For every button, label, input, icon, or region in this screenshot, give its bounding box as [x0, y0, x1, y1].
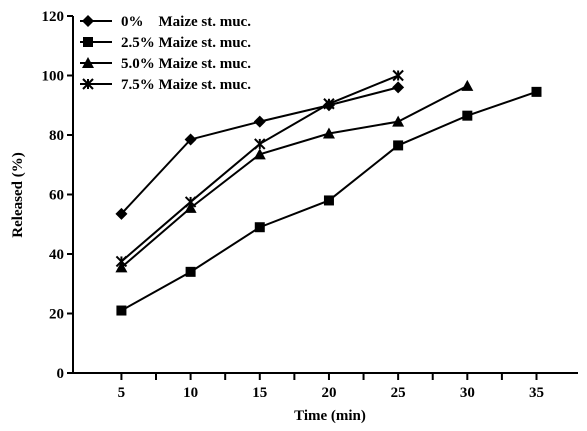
- data-point-diamond: [115, 207, 128, 220]
- x-tick-label: 25: [391, 385, 406, 401]
- data-point-diamond: [82, 15, 94, 27]
- data-point-square: [83, 37, 93, 47]
- data-point-diamond: [184, 133, 197, 146]
- data-point-diamond: [392, 81, 405, 94]
- series-line: [120, 85, 468, 269]
- x-tick-label: 5: [118, 385, 126, 401]
- data-point-diamond: [253, 115, 266, 128]
- x-axis-title: Time (min): [294, 408, 366, 424]
- data-point-square: [323, 195, 334, 206]
- data-point-star: [323, 98, 335, 110]
- x-tick-label: 30: [460, 385, 475, 401]
- y-tick-label: 0: [57, 366, 65, 382]
- y-axis-title: Released (%): [10, 152, 26, 237]
- y-tick-label: 120: [42, 9, 65, 25]
- data-point-square: [185, 266, 196, 277]
- series-triangle: [115, 79, 474, 273]
- legend: 0% Maize st. muc. 2.5% Maize st. muc. 5.0%…: [80, 14, 251, 93]
- x-tick-label: 20: [321, 385, 336, 401]
- legend-label: 5.0% Maize st. muc.: [121, 56, 251, 72]
- data-point-square: [116, 305, 127, 316]
- x-tick-label: 10: [183, 385, 198, 401]
- legend-item: 2.5% Maize st. muc.: [80, 35, 251, 51]
- ticks: 0 20 40 60 80 100 120 5 10 15 20 25 30 35: [42, 9, 544, 401]
- legend-item: 7.5% Maize st. muc.: [80, 77, 251, 93]
- legend-item: 5.0% Maize st. muc.: [80, 56, 251, 72]
- legend-item: 0% Maize st. muc.: [80, 14, 251, 30]
- y-tick-label: 40: [49, 247, 64, 263]
- x-tick-label: 15: [252, 385, 267, 401]
- data-point-star: [82, 78, 94, 90]
- series-square: [116, 86, 542, 316]
- data-point-star: [184, 196, 197, 208]
- data-point-triangle: [253, 148, 266, 160]
- legend-label: 0% Maize st. muc.: [121, 14, 251, 30]
- legend-label: 7.5% Maize st. muc.: [121, 77, 251, 93]
- y-tick-label: 60: [49, 188, 64, 204]
- y-tick-label: 80: [49, 128, 64, 144]
- x-tick-label: 35: [529, 385, 544, 401]
- data-point-triangle: [322, 127, 335, 139]
- data-point-star: [254, 138, 266, 150]
- data-point-triangle: [392, 115, 405, 127]
- data-point-square: [393, 140, 404, 151]
- legend-label: 2.5% Maize st. muc.: [121, 35, 251, 51]
- data-point-triangle: [115, 261, 128, 273]
- series-group: [115, 69, 542, 316]
- series-star: [115, 69, 404, 268]
- data-point-square: [462, 110, 473, 121]
- data-point-triangle: [184, 201, 197, 213]
- y-tick-label: 100: [42, 69, 65, 85]
- data-point-star: [392, 69, 404, 82]
- data-point-star: [115, 255, 128, 268]
- data-point-square: [254, 222, 265, 233]
- y-tick-label: 20: [49, 307, 64, 323]
- data-point-triangle: [82, 57, 94, 68]
- data-point-square: [531, 86, 542, 97]
- data-point-triangle: [461, 79, 474, 91]
